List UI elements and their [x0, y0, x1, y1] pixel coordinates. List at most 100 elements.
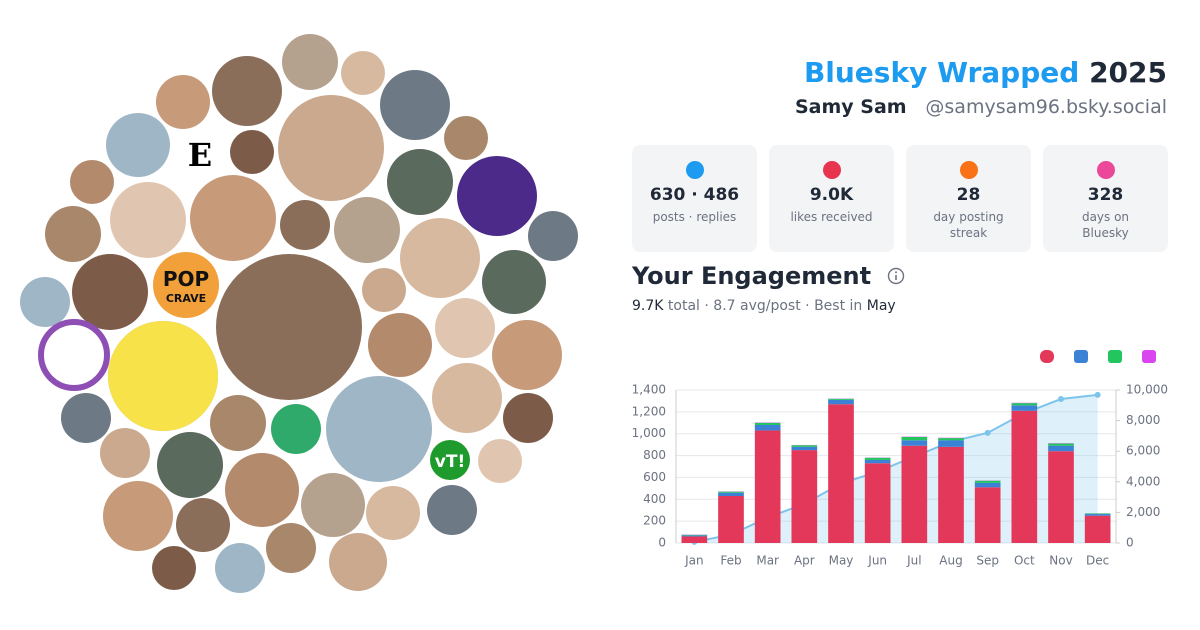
- stat-icon: [1097, 161, 1115, 179]
- legend-icon[interactable]: [1074, 350, 1088, 363]
- section-title: Your Engagement: [632, 262, 905, 290]
- stat-icon-shape: [686, 161, 704, 179]
- bar-segment: [1011, 405, 1038, 411]
- bar-segment: [828, 399, 854, 405]
- avatar: [152, 546, 196, 590]
- legend-icon[interactable]: [1108, 350, 1122, 363]
- title-row: Bluesky Wrapped 2025: [804, 56, 1167, 89]
- avatar: [278, 95, 384, 201]
- avatar: [176, 498, 230, 552]
- stat-value: 28: [956, 185, 981, 205]
- section-heading: Your Engagement: [632, 262, 872, 290]
- avatar: [271, 404, 321, 454]
- line-point: [1094, 391, 1101, 398]
- bar-segment: [1011, 410, 1038, 543]
- avatar: [215, 543, 265, 593]
- stat-label: likes received: [790, 210, 873, 224]
- bar-segment: [828, 404, 854, 543]
- bar-segment: [974, 482, 1001, 488]
- bar-segment: [938, 438, 964, 441]
- avatar: [457, 156, 537, 236]
- bar-segment: [1011, 403, 1038, 406]
- x-tick-label: May: [829, 554, 854, 568]
- stat-card: 28 day posting streak: [906, 145, 1031, 252]
- bar-segment: [754, 422, 781, 425]
- logo-text: E: [188, 136, 212, 174]
- engagement-summary: 9.7K total · 8.7 avg/post · Best in May: [632, 298, 896, 314]
- best-label: Best in: [814, 298, 863, 314]
- stat-icon-shape: [960, 161, 978, 179]
- bar-segment: [938, 446, 964, 543]
- avatar: [430, 440, 470, 480]
- avatar: [108, 321, 218, 431]
- avatar: [230, 130, 274, 174]
- avatar: [70, 160, 114, 204]
- bar-segment: [1084, 515, 1111, 543]
- avatar: [432, 363, 502, 433]
- avatar: [528, 211, 578, 261]
- avg: 8.7 avg/post: [713, 298, 801, 314]
- year: 2025: [1089, 56, 1167, 89]
- bar-segment: [681, 535, 708, 537]
- y-tick-label: 1,400: [632, 383, 666, 397]
- x-tick-label: Feb: [720, 554, 741, 568]
- avatar: [156, 75, 210, 129]
- avatar: [266, 523, 316, 573]
- bar-segment: [718, 492, 744, 497]
- bar-segment: [791, 446, 818, 451]
- avatar: [478, 439, 522, 483]
- avatar: [216, 254, 362, 400]
- engagement-chart: 0 200 400 600 800 1,000 1,200 1,400 0 2,000 4,000 6…: [632, 350, 1168, 568]
- legend-icon[interactable]: [1142, 350, 1156, 363]
- avatar: [45, 206, 101, 262]
- y2-tick-label: 8,000: [1126, 413, 1160, 427]
- y-tick-label: 400: [643, 492, 666, 506]
- y2-tick-label: 6,000: [1126, 444, 1160, 458]
- stat-icon-shape: [823, 161, 841, 179]
- avatar: [301, 473, 365, 537]
- avatar: [210, 395, 266, 451]
- avatar: [190, 175, 276, 261]
- x-tick-label: Jul: [906, 554, 921, 568]
- avatar: [157, 432, 223, 498]
- stat-icon: [823, 161, 841, 179]
- avatar: [106, 113, 170, 177]
- bar-segment: [901, 445, 928, 543]
- x-tick-label: Sep: [976, 554, 999, 568]
- x-tick-label: Jun: [867, 554, 887, 568]
- stat-icon: [686, 161, 704, 179]
- avatar: [329, 533, 387, 591]
- avatar: [341, 51, 385, 95]
- legend-icon[interactable]: [1040, 350, 1054, 363]
- bar-segment: [791, 450, 818, 543]
- bar-segment: [718, 491, 744, 493]
- avatar: [366, 486, 420, 540]
- user-handle: @samysam96.bsky.social: [925, 96, 1167, 118]
- stat-value: 328: [1087, 185, 1124, 205]
- stat-label: posts · replies: [652, 210, 737, 224]
- avatar: [435, 298, 495, 358]
- x-tick-label: Jan: [684, 554, 704, 568]
- bar-segment: [901, 440, 928, 446]
- stat-card: 630 · 486 posts · replies: [632, 145, 757, 252]
- bar-segment: [754, 424, 781, 431]
- avatar: [153, 252, 219, 318]
- bar-segment: [681, 536, 708, 543]
- info-icon[interactable]: [887, 267, 905, 285]
- avatar: [400, 218, 480, 298]
- best: May: [866, 298, 896, 314]
- line-point: [1058, 396, 1064, 403]
- bar-segment: [681, 534, 708, 536]
- avatar: [380, 70, 450, 140]
- avatar: [280, 200, 330, 250]
- avatar: [61, 393, 111, 443]
- y-tick-label: 1,000: [632, 426, 666, 440]
- bar-segment: [938, 440, 964, 447]
- bar-segment: [864, 457, 891, 460]
- stat-value: 9.0K: [809, 185, 854, 205]
- stat-value: 630 · 486: [649, 185, 740, 205]
- bar-segment: [901, 436, 928, 441]
- avatar: [38, 319, 110, 391]
